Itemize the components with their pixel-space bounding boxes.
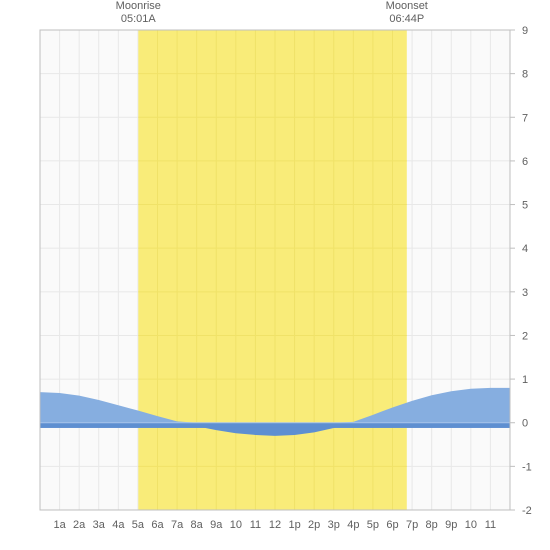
svg-text:9p: 9p: [445, 519, 457, 531]
svg-text:9: 9: [522, 25, 528, 37]
tide-chart: Moonrise 05:01A Moonset 06:44P -2-101234…: [0, 0, 550, 550]
svg-text:9a: 9a: [210, 519, 223, 531]
svg-text:1p: 1p: [288, 519, 300, 531]
svg-text:11: 11: [250, 519, 261, 531]
svg-text:1: 1: [522, 374, 528, 386]
svg-text:12: 12: [269, 519, 281, 531]
moonset-title: Moonset: [386, 0, 428, 12]
svg-text:3: 3: [522, 287, 528, 299]
svg-text:5p: 5p: [367, 519, 379, 531]
svg-text:11: 11: [485, 519, 496, 531]
svg-text:4: 4: [522, 243, 528, 255]
svg-text:8: 8: [522, 69, 528, 81]
svg-text:1a: 1a: [53, 519, 66, 531]
moonrise-time: 05:01A: [121, 13, 156, 25]
svg-text:7a: 7a: [171, 519, 184, 531]
svg-text:-2: -2: [522, 505, 532, 517]
svg-text:6a: 6a: [151, 519, 164, 531]
svg-text:3a: 3a: [93, 519, 106, 531]
svg-text:10: 10: [465, 519, 477, 531]
svg-text:2: 2: [522, 330, 528, 342]
svg-text:6: 6: [522, 156, 528, 168]
moonset-label: Moonset 06:44P: [377, 0, 437, 26]
moonset-time: 06:44P: [389, 13, 424, 25]
svg-text:2a: 2a: [73, 519, 86, 531]
svg-text:6p: 6p: [386, 519, 398, 531]
svg-text:4a: 4a: [112, 519, 125, 531]
svg-text:0: 0: [522, 418, 528, 430]
svg-text:5: 5: [522, 200, 528, 212]
svg-text:3p: 3p: [328, 519, 340, 531]
moonrise-title: Moonrise: [116, 0, 161, 12]
svg-text:8p: 8p: [426, 519, 438, 531]
chart-svg: -2-101234567891a2a3a4a5a6a7a8a9a1011121p…: [0, 0, 550, 550]
svg-text:10: 10: [230, 519, 242, 531]
svg-text:8a: 8a: [191, 519, 204, 531]
svg-text:7: 7: [522, 112, 528, 124]
svg-text:2p: 2p: [308, 519, 320, 531]
svg-text:-1: -1: [522, 461, 532, 473]
moonrise-label: Moonrise 05:01A: [108, 0, 168, 26]
svg-text:7p: 7p: [406, 519, 418, 531]
svg-text:5a: 5a: [132, 519, 145, 531]
svg-text:4p: 4p: [347, 519, 359, 531]
